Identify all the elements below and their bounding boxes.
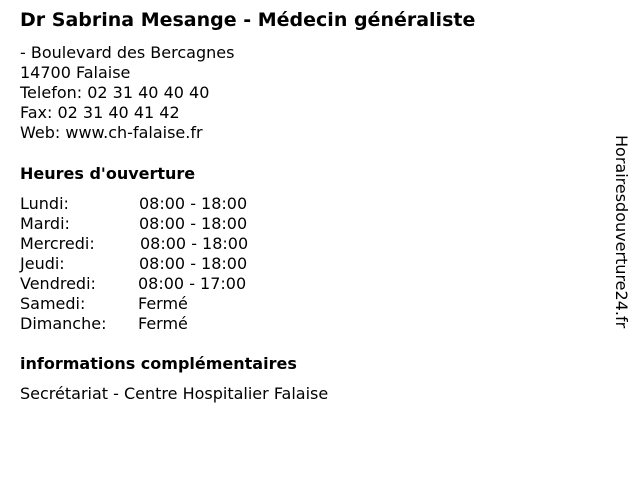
street: - Boulevard des Bercagnes [20,43,235,62]
day: Dimanche: [20,314,107,333]
day: Samedi: [20,294,86,313]
hours-row: Jeudi: 08:00 - 18:00 [20,254,247,274]
day: Vendredi: [20,274,96,293]
hours-row: Dimanche: Fermé [20,314,188,334]
city: 14700 Falaise [20,63,131,82]
website: Web: www.ch-falaise.fr [20,123,203,142]
hours-row: Mercredi: 08:00 - 18:00 [20,234,248,254]
time: 08:00 - 18:00 [139,254,248,273]
day: Jeudi: [20,254,65,273]
time: 08:00 - 18:00 [140,234,249,253]
fax: Fax: 02 31 40 41 42 [20,103,180,122]
day: Mercredi: [20,234,95,253]
info-text: Secrétariat - Centre Hospitalier Falaise [20,384,329,403]
time: 08:00 - 18:00 [139,194,248,213]
hours-table: Lundi: 08:00 - 18:00 Mardi: 08:00 - 18:00 … [20,194,248,334]
page-title: Dr Sabrina Mesange - Médecin généraliste [20,9,476,31]
day: Lundi: [20,194,69,213]
hours-row: Samedi: Fermé [20,294,188,314]
hours-row: Vendredi: 08:00 - 17:00 [20,274,246,294]
time: 08:00 - 17:00 [138,274,247,293]
time: 08:00 - 18:00 [139,214,248,233]
time: Fermé [138,294,188,313]
info-heading: informations complémentaires [20,354,297,373]
time: Fermé [138,314,188,333]
phone: Telefon: 02 31 40 40 40 [20,83,210,102]
watermark: Horairesdouverture24.fr [612,135,631,329]
hours-heading: Heures d'ouverture [20,164,196,183]
hours-row: Lundi: 08:00 - 18:00 [20,194,247,214]
day: Mardi: [20,214,70,233]
hours-row: Mardi: 08:00 - 18:00 [20,214,247,234]
address-block: - Boulevard des Bercagnes 14700 Falaise … [20,43,234,143]
